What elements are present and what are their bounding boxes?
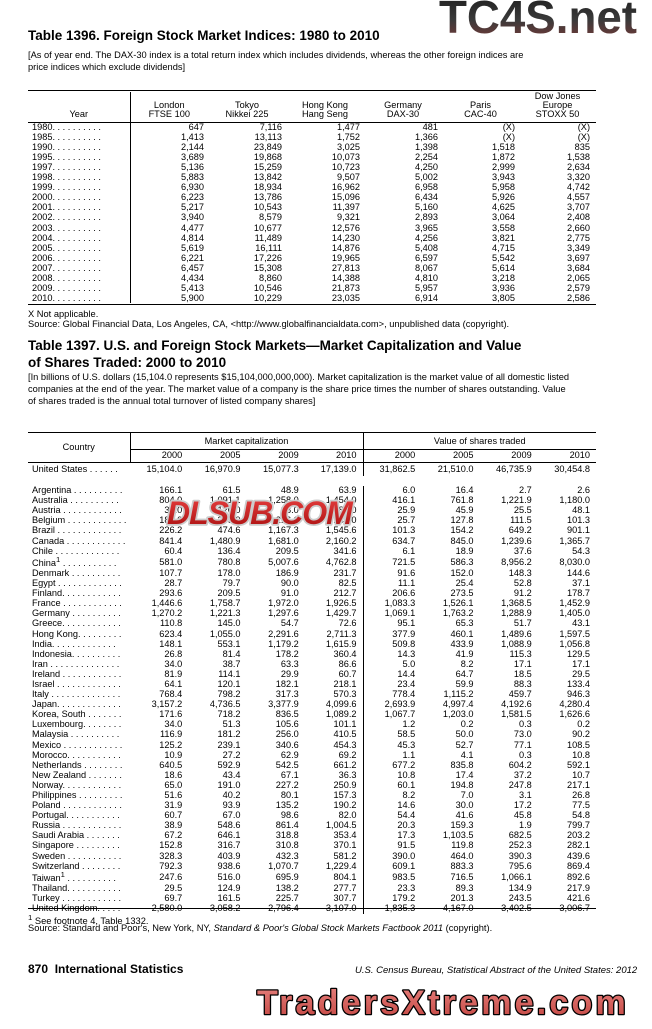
- svg-text:TradersXtreme.com: TradersXtreme.com: [257, 984, 629, 1022]
- svg-text:TC4S.net: TC4S.net: [439, 0, 637, 43]
- svg-text:DLSUB.COM: DLSUB.COM: [167, 495, 354, 531]
